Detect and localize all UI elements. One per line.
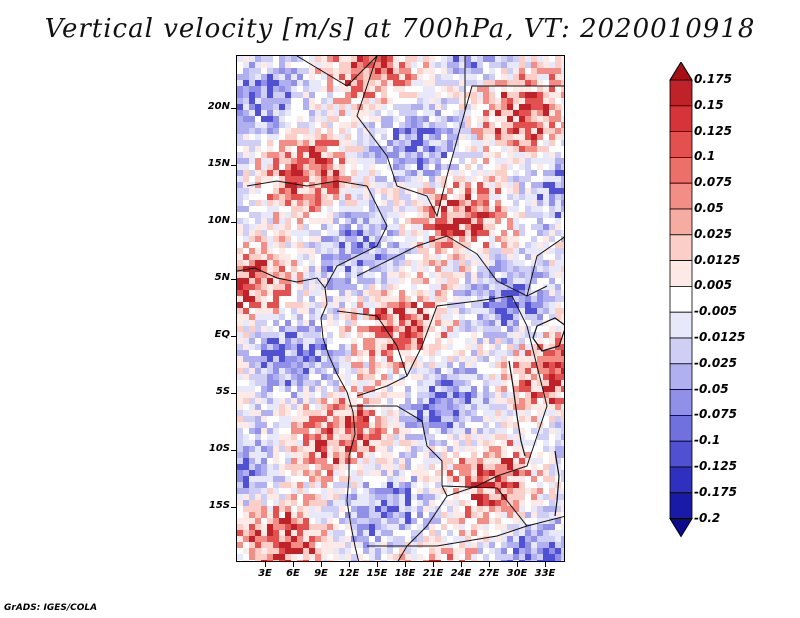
colorbar-top-arrow	[669, 62, 693, 81]
grads-credit: GrADS: IGES/COLA	[4, 603, 98, 613]
lat-tick	[231, 450, 236, 451]
lon-tick	[405, 562, 406, 567]
lat-label: 20N	[207, 101, 230, 112]
colorbar-label: 0.075	[694, 175, 732, 190]
lat-tick	[231, 336, 236, 337]
border-zambia	[441, 485, 564, 527]
colorbar-segment	[669, 466, 693, 494]
lon-tick	[321, 562, 322, 567]
lon-tick	[517, 562, 518, 567]
border-sudan	[464, 85, 564, 112]
lat-label: 10N	[207, 215, 230, 226]
colorbar-segment	[669, 492, 693, 519]
border-nigeria	[246, 180, 368, 187]
colorbar	[669, 62, 693, 538]
colorbar-label: 0.175	[694, 72, 732, 86]
lon-label: 24E	[450, 568, 472, 579]
lon-tick	[489, 562, 490, 567]
colorbar-segment	[669, 311, 693, 339]
border-east	[526, 236, 564, 297]
lon-label: 27E	[478, 568, 500, 579]
colorbar-label: 0.15	[694, 97, 724, 112]
lat-tick	[231, 222, 236, 223]
colorbar-label: -0.175	[694, 484, 737, 499]
lat-tick	[231, 507, 236, 508]
border-south	[367, 525, 528, 547]
colorbar-label: -0.075	[694, 407, 737, 422]
colorbar-label: -0.05	[694, 381, 729, 396]
lat-label: EQ	[214, 329, 230, 340]
colorbar-segment	[669, 440, 693, 468]
colorbar-label: 0.0125	[694, 252, 741, 267]
colorbar-segment	[669, 105, 693, 132]
lat-tick	[231, 393, 236, 394]
colorbar-label: 0.1	[694, 149, 716, 164]
lon-tick	[433, 562, 434, 567]
colorbar-label: 0.05	[694, 201, 724, 215]
lat-label: 10S	[208, 443, 230, 454]
lon-label: 6E	[286, 568, 300, 579]
lat-tick	[231, 279, 236, 280]
map-plot-area	[236, 55, 565, 562]
border-car	[356, 235, 548, 297]
colorbar-segment	[669, 363, 693, 390]
lake-tanganyika	[508, 360, 526, 457]
lon-label: 9E	[314, 568, 328, 579]
lon-tick	[461, 562, 462, 567]
colorbar-segment	[669, 337, 693, 365]
colorbar-label: -0.025	[694, 355, 737, 370]
colorbar-segment	[669, 79, 693, 107]
lon-label: 18E	[394, 568, 416, 579]
lat-label: 5S	[215, 386, 230, 397]
colorbar-segment	[669, 182, 693, 210]
lat-tick	[231, 165, 236, 166]
colorbar-label: -0.2	[694, 510, 721, 525]
lon-label: 33E	[534, 568, 556, 579]
lon-tick	[377, 562, 378, 567]
colorbar-segment	[669, 389, 693, 416]
lat-tick	[231, 108, 236, 109]
colorbar-label: -0.005	[694, 304, 737, 319]
country-borders	[237, 56, 564, 561]
lon-tick	[545, 562, 546, 567]
colorbar-segment	[669, 208, 693, 236]
map-title: Vertical velocity [m/s] at 700hPa, VT: 2…	[44, 14, 756, 44]
lat-label: 15S	[208, 500, 230, 511]
colorbar-segment	[669, 414, 693, 442]
lake-victoria	[532, 317, 564, 352]
lat-label: 15N	[207, 158, 230, 169]
colorbar-segment	[669, 157, 693, 184]
lon-tick	[265, 562, 266, 567]
lakes	[508, 317, 564, 517]
lon-label: 15E	[366, 568, 388, 579]
colorbar-label: 0.005	[694, 278, 732, 293]
colorbar-bottom-arrow	[669, 518, 693, 538]
velocity-field	[237, 56, 564, 561]
lon-label: 3E	[258, 568, 272, 579]
border-cameroon	[324, 185, 388, 289]
colorbar-label: 0.125	[694, 123, 732, 138]
colorbar-segment	[669, 260, 693, 287]
lon-label: 12E	[338, 568, 360, 579]
colorbar-label: 0.025	[694, 226, 732, 241]
lat-label: 5N	[214, 272, 230, 283]
lon-tick	[293, 562, 294, 567]
lon-label: 30E	[506, 568, 528, 579]
lake-malawi	[554, 450, 560, 517]
border-congo	[336, 310, 408, 397]
border-drc	[397, 295, 548, 561]
colorbar-label: -0.1	[694, 433, 721, 448]
border-niger	[296, 56, 378, 87]
colorbar-segment	[669, 285, 693, 313]
colorbar-segment	[669, 131, 693, 158]
colorbar-label: -0.125	[694, 459, 737, 473]
lon-label: 21E	[422, 568, 444, 579]
lon-tick	[349, 562, 350, 567]
border-chad	[356, 56, 466, 218]
coastline	[237, 267, 360, 561]
colorbar-segment	[669, 234, 693, 262]
colorbar-label: -0.0125	[694, 330, 746, 344]
